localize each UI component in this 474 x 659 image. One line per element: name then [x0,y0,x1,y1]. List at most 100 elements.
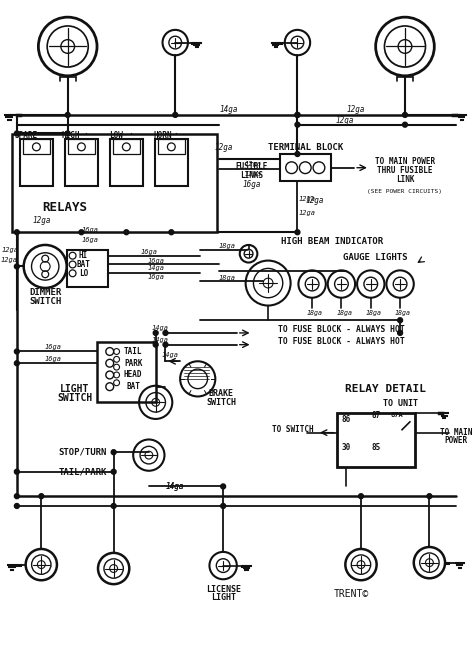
Circle shape [295,113,300,117]
Text: 16ga: 16ga [140,249,157,255]
Bar [155,139,188,186]
Text: TO MAIN POWER: TO MAIN POWER [375,158,435,166]
Text: TO FUSE BLOCK - ALWAYS HOT: TO FUSE BLOCK - ALWAYS HOT [278,337,405,346]
Text: LOW: LOW [109,131,123,140]
Bar [158,139,185,154]
Text: 14ga: 14ga [152,325,169,331]
Text: HIGH: HIGH [62,131,80,140]
Bar [97,342,155,403]
Circle shape [163,342,168,347]
Text: 14ga: 14ga [162,353,179,358]
Circle shape [398,318,402,323]
Circle shape [24,245,67,288]
Text: 16ga: 16ga [82,227,99,233]
Circle shape [65,113,70,117]
Circle shape [173,113,178,117]
Bar [23,139,50,154]
Text: TO UNIT: TO UNIT [383,399,418,408]
Text: LINKS: LINKS [240,171,263,180]
Text: 14ga: 14ga [147,266,164,272]
Text: DIMMER: DIMMER [29,289,61,297]
Circle shape [124,230,129,235]
Text: TRENT©: TRENT© [334,589,369,599]
Circle shape [14,469,19,474]
Circle shape [14,360,19,366]
Bar [12,134,217,232]
Circle shape [398,330,402,335]
Text: 12ga: 12ga [1,247,18,253]
Circle shape [14,264,19,269]
Circle shape [221,503,226,508]
Text: HIGH BEAM INDICATOR: HIGH BEAM INDICATOR [281,237,383,246]
Circle shape [79,230,84,235]
Text: HORN: HORN [153,131,172,140]
Text: SWITCH: SWITCH [29,297,61,306]
Text: 14ga: 14ga [166,482,184,491]
Text: TAIL: TAIL [124,347,143,356]
Text: 16ga: 16ga [147,258,164,264]
Text: GAUGE LIGHTS: GAUGE LIGHTS [343,253,408,262]
Circle shape [295,152,300,156]
Circle shape [358,494,364,499]
Circle shape [153,342,158,347]
Text: 16ga: 16ga [242,180,261,189]
Circle shape [39,494,44,499]
Text: THRU FUSIBLE: THRU FUSIBLE [377,166,433,175]
Text: 18ga: 18ga [395,310,411,316]
Bar [110,139,143,186]
Circle shape [295,113,300,117]
Text: 12ga: 12ga [306,196,324,206]
Bar [68,139,95,154]
Text: LO: LO [79,269,88,278]
Text: TERMINAL BLOCK: TERMINAL BLOCK [268,143,343,152]
Circle shape [111,469,116,474]
Circle shape [295,230,300,235]
Text: 86: 86 [342,415,351,424]
Text: LIGHT: LIGHT [210,593,236,602]
Circle shape [295,123,300,127]
Text: 16ga: 16ga [45,343,62,350]
Circle shape [111,503,116,508]
Text: 12ga: 12ga [245,161,262,167]
Circle shape [402,113,408,117]
Text: 16ga: 16ga [82,237,99,243]
Circle shape [221,484,226,489]
Text: 18ga: 18ga [337,310,352,316]
Text: 12ga: 12ga [299,196,316,202]
Text: 87: 87 [371,411,380,420]
Text: 12ga: 12ga [32,216,51,225]
Text: 16ga: 16ga [45,357,62,362]
Circle shape [65,131,70,136]
Text: 12ga: 12ga [245,171,262,177]
Text: POWER: POWER [444,436,467,445]
Text: 14ga: 14ga [220,105,238,113]
Text: 16ga: 16ga [147,274,164,280]
Text: TO FUSE BLOCK - ALWAYS HOT: TO FUSE BLOCK - ALWAYS HOT [278,326,405,335]
Text: (SEE POWER CIRCUITS): (SEE POWER CIRCUITS) [367,188,442,194]
Text: TAIL/PARK: TAIL/PARK [58,467,107,476]
Circle shape [14,494,19,499]
Text: PARK: PARK [124,358,143,368]
Circle shape [153,330,158,335]
Text: LIGHT: LIGHT [60,384,89,393]
Circle shape [14,503,19,508]
Circle shape [14,349,19,354]
Circle shape [427,494,432,499]
Bar [20,139,53,186]
Text: BAT: BAT [76,260,90,269]
Text: 18ga: 18ga [219,275,236,281]
Text: SPARE: SPARE [14,131,37,140]
Text: 85: 85 [371,443,380,452]
Text: HEAD: HEAD [124,370,143,380]
Text: 12ga: 12ga [215,143,233,152]
Text: 18ga: 18ga [219,243,236,249]
Text: STOP/TURN: STOP/TURN [58,447,107,457]
Text: RELAYS: RELAYS [42,201,87,214]
Text: RELAY DETAIL: RELAY DETAIL [345,384,426,393]
Text: 12ga: 12ga [335,116,354,125]
Text: SWITCH: SWITCH [57,393,92,403]
Circle shape [402,123,408,127]
Text: 87A: 87A [391,412,403,418]
Circle shape [14,131,19,136]
Text: HI: HI [79,251,88,260]
